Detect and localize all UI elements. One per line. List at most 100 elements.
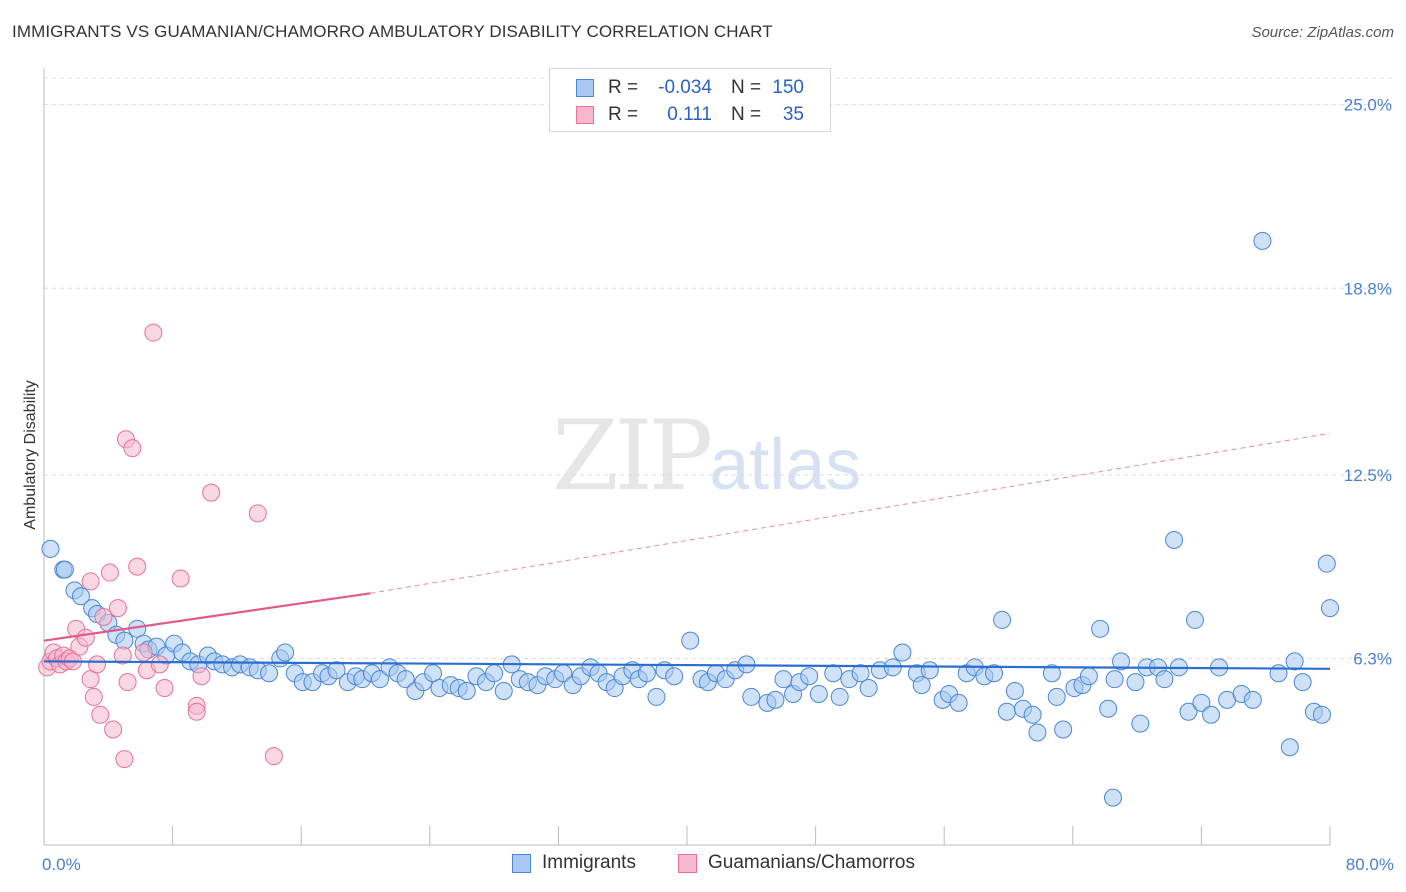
immigrants-trend-line (43, 660, 1331, 670)
immigrant-point (1192, 693, 1211, 712)
grid-lines (44, 77, 1392, 659)
guam-point (113, 646, 132, 665)
immigrant-point (1126, 673, 1145, 692)
guam-point (144, 323, 163, 342)
correlation-legend: R = -0.034 N = 150 R = 0.111 N = 35 (549, 68, 831, 132)
tick-labels: 6.3% 12.5% 18.8% 25.0% 0.0% 80.0% (42, 96, 1394, 874)
immigrant-point (1054, 720, 1073, 739)
immigrants-points (41, 231, 1339, 807)
immigrant-point (800, 667, 819, 686)
immigrant-point (949, 693, 968, 712)
immigrant-point (1202, 705, 1221, 724)
guam-point (88, 655, 107, 674)
y-tick-label: 6.3% (1353, 649, 1392, 668)
immigrant-point (1185, 610, 1204, 629)
immigrant-point (637, 664, 656, 683)
guam-point (202, 483, 221, 502)
immigrant-point (1028, 723, 1047, 742)
immigrant-point (457, 682, 476, 701)
legend-n-value: 35 (782, 104, 804, 125)
immigrant-point (766, 690, 785, 709)
bottom-legend-swatch-guam (678, 854, 697, 873)
legend-row-immigrants: R = -0.034 N = 150 (550, 75, 830, 101)
immigrant-point (276, 643, 295, 662)
immigrant-point (665, 667, 684, 686)
legend-row-guam: R = 0.111 N = 35 (550, 102, 830, 128)
guam-point (150, 655, 169, 674)
guam-point (192, 667, 211, 686)
watermark-atlas: atlas (709, 425, 862, 505)
immigrant-point (997, 702, 1016, 721)
immigrant-point (485, 664, 504, 683)
immigrant-point (912, 676, 931, 695)
immigrant-point (370, 670, 389, 689)
immigrant-point (1131, 714, 1150, 733)
legend-swatch-guam (576, 106, 594, 124)
guam-point (171, 569, 190, 588)
immigrant-point (859, 679, 878, 698)
guam-point (134, 643, 153, 662)
immigrant-point (851, 664, 870, 683)
immigrant-point (824, 664, 843, 683)
y-axis-label: Ambulatory Disability (22, 380, 39, 529)
guam-point (81, 670, 100, 689)
guam-point (123, 439, 142, 458)
immigrant-point (830, 687, 849, 706)
y-tick-label: 18.8% (1344, 279, 1392, 298)
guam-trend-line (43, 592, 371, 642)
guam-point (115, 750, 134, 769)
watermark: ZIPatlas (552, 400, 861, 512)
immigrant-point (327, 661, 346, 680)
immigrant-point (1317, 554, 1336, 573)
immigrant-point (1243, 690, 1262, 709)
watermark-zip: ZIP (552, 400, 713, 512)
immigrant-point (1321, 599, 1339, 618)
immigrant-point (681, 631, 700, 650)
immigrant-point (1253, 231, 1272, 250)
immigrant-point (494, 682, 513, 701)
immigrant-point (647, 687, 666, 706)
bottom-legend-label: Immigrants (542, 852, 636, 873)
immigrant-point (1155, 670, 1174, 689)
immigrant-point (809, 684, 828, 703)
guam-point (128, 557, 147, 576)
immigrant-point (893, 643, 912, 662)
immigrant-point (55, 560, 74, 579)
immigrant-point (1042, 664, 1061, 683)
axes (43, 68, 1331, 846)
immigrant-point (993, 610, 1012, 629)
immigrant-point (1293, 673, 1312, 692)
chart-source: Source: ZipAtlas.com (1251, 24, 1394, 41)
immigrant-point (1312, 705, 1331, 724)
immigrant-point (1105, 670, 1124, 689)
guam-point (118, 673, 137, 692)
trend-lines (43, 432, 1331, 670)
immigrant-point (1280, 738, 1299, 757)
bottom-legend-swatch-immigrants (512, 854, 531, 873)
legend-r-label: R = (608, 104, 639, 125)
legend-n-label: N = (731, 77, 762, 98)
guam-point (155, 679, 174, 698)
legend-r-value: -0.034 (658, 77, 712, 98)
immigrant-point (1179, 702, 1198, 721)
immigrant-point (115, 631, 134, 650)
guam-point (100, 563, 119, 582)
immigrant-point (1047, 687, 1066, 706)
legend-r-value: 0.111 (667, 104, 712, 125)
legend-n-value: 150 (772, 77, 804, 98)
guam-point (84, 687, 103, 706)
immigrant-point (1269, 664, 1288, 683)
immigrant-point (71, 587, 90, 606)
guam-point (94, 607, 113, 626)
immigrant-point (1103, 788, 1122, 807)
immigrant-point (742, 687, 761, 706)
chart-title: IMMIGRANTS VS GUAMANIAN/CHAMORRO AMBULAT… (12, 22, 773, 41)
immigrant-point (1005, 682, 1024, 701)
guam-point (81, 572, 100, 591)
x-tick-label: 80.0% (1346, 855, 1394, 874)
guam-trend-extension (370, 432, 1331, 594)
bottom-legend-label: Guamanians/Chamorros (708, 852, 915, 873)
immigrant-point (1112, 652, 1131, 671)
y-tick-label: 25.0% (1344, 96, 1392, 115)
